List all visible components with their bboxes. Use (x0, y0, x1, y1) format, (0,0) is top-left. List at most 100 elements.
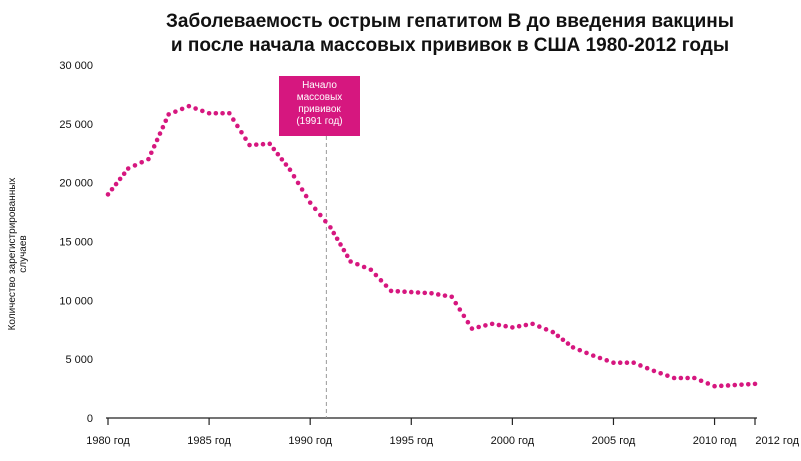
series-dot (125, 166, 131, 171)
series-dot (429, 290, 434, 296)
series-dot (235, 123, 240, 129)
series-dot (146, 156, 151, 162)
series-dot (341, 247, 347, 253)
series-dot (275, 151, 281, 157)
chart-title-line-2: и после начала массовых прививок в США 1… (170, 35, 730, 56)
series-dot (231, 117, 236, 122)
y-axis-label: Количество зарегистрированных случаев (7, 177, 29, 331)
series-dot (415, 290, 421, 295)
series-dot (105, 192, 111, 197)
x-tick-label: 2005 год (592, 435, 636, 447)
series-dot (206, 110, 212, 116)
series-dot (476, 324, 481, 330)
series-dot (154, 137, 160, 143)
series-dot (651, 368, 657, 374)
y-tick-label: 15 000 (59, 237, 93, 249)
annotation-line-2: массовых (296, 92, 343, 103)
series-dot (139, 159, 144, 165)
series-dot (344, 253, 350, 259)
y-tick-label: 10 000 (59, 295, 93, 307)
series-dot (117, 176, 123, 182)
series-dot (719, 383, 724, 389)
series-dot (483, 323, 488, 328)
x-tick-label: 1990 год (288, 435, 332, 447)
series-dot (113, 181, 119, 187)
series-dot (685, 375, 690, 381)
series-dot (523, 322, 529, 328)
series-dot (160, 124, 166, 130)
x-tick-label: 2012 год (755, 435, 799, 447)
series-dot (604, 358, 610, 363)
series-dot (465, 319, 471, 325)
series-dot (331, 230, 337, 236)
series-dot (638, 363, 643, 368)
series-dot (361, 264, 367, 270)
series-dot (312, 206, 318, 212)
y-tick-label: 0 (87, 413, 93, 425)
series-dot (457, 307, 463, 312)
series-dot (496, 322, 502, 328)
series-dot (287, 167, 293, 173)
series-dot (253, 142, 259, 147)
y-tick-labels: 0 5 000 10 000 15 000 20 000 25 000 30 000 (59, 60, 93, 425)
series-dot (243, 136, 248, 141)
series-dot (712, 383, 717, 389)
series-dot (227, 110, 232, 116)
series-dot (732, 382, 738, 388)
series-dot (121, 171, 127, 177)
series-dot (283, 162, 289, 167)
series-dot (590, 353, 596, 358)
series-dot (355, 261, 360, 267)
series-dot (334, 236, 340, 242)
series-dot (247, 142, 252, 148)
series-dot (338, 242, 343, 247)
x-tick-label: 2000 год (491, 435, 535, 447)
chart-title-line-1: Заболеваемость острым гепатитом B до вве… (165, 11, 734, 32)
series-dot (388, 288, 394, 294)
series-dot (303, 193, 309, 199)
series-dot (267, 141, 273, 147)
y-tick-label: 20 000 (59, 178, 93, 190)
series-dot (299, 187, 305, 192)
series-dot (461, 313, 467, 319)
series-dot (132, 163, 138, 168)
series-dot (678, 375, 684, 381)
series-dot (611, 360, 616, 365)
annotation-box: Начало массовых прививок (1991 год) (279, 76, 360, 136)
series-dot (453, 300, 459, 306)
series-dot (291, 174, 297, 179)
series-dot (469, 326, 475, 331)
series-dot (503, 323, 508, 329)
series-dot (149, 150, 154, 156)
series-dot (378, 278, 384, 283)
series-dot (617, 360, 623, 365)
series-dot (510, 325, 515, 330)
series-dot (163, 118, 169, 124)
series-dot (186, 103, 192, 109)
series-dot (435, 292, 441, 297)
annotation-line-1: Начало (302, 80, 337, 91)
series-dot (624, 360, 630, 365)
series-dot (271, 146, 277, 152)
series-dot (179, 106, 185, 112)
series-dot (543, 327, 549, 332)
x-tick-label: 1980 год (86, 435, 130, 447)
series-dot (200, 108, 205, 114)
series-dot (516, 323, 522, 329)
series-dot (577, 347, 583, 353)
series-dot (698, 378, 704, 384)
series-dot (220, 110, 225, 116)
series-dot (317, 212, 323, 218)
series-dot (705, 381, 711, 386)
series-dot (631, 360, 636, 365)
series-dot (166, 112, 171, 117)
series-dot (537, 324, 542, 329)
series-dot (665, 373, 670, 378)
series-dot (348, 259, 353, 264)
series-dot (725, 383, 731, 388)
series-dot (739, 382, 744, 387)
series-dot (745, 381, 751, 387)
series-dot (402, 289, 407, 295)
series-dot (279, 157, 285, 162)
series-dot (560, 337, 566, 343)
